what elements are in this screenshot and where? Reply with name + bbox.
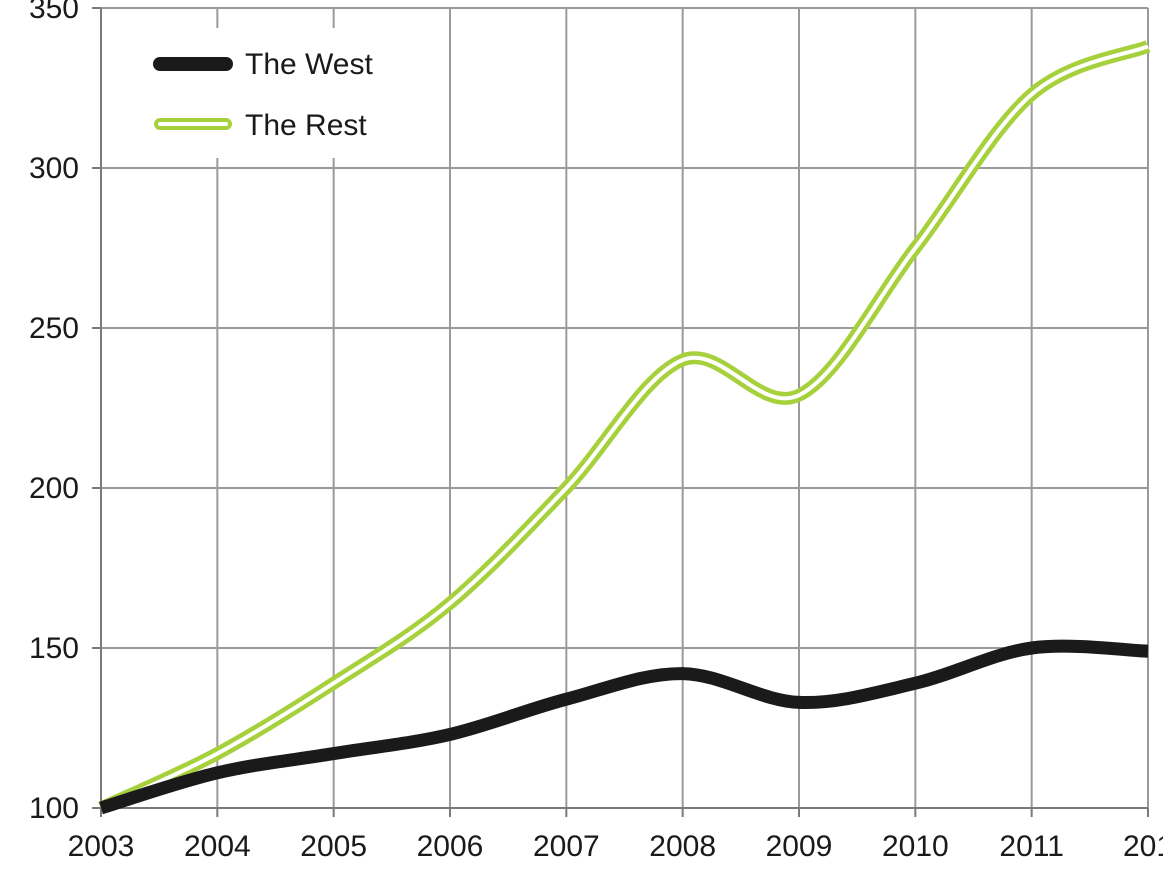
x-tick-label-2008: 2008 (649, 830, 716, 863)
legend-item-the-rest: The Rest (154, 109, 367, 142)
series-line-the-rest-inner (100, 44, 1149, 810)
x-tick-label-2004: 2004 (184, 830, 251, 863)
y-tick-label-250: 250 (29, 312, 79, 345)
x-tick-label-2006: 2006 (417, 830, 484, 863)
legend-background (138, 28, 408, 158)
series-line-the-rest-outer (98, 40, 1151, 814)
x-tick-label-2005: 2005 (300, 830, 367, 863)
y-tick-label-100: 100 (29, 792, 79, 825)
legend: The West The Rest (138, 28, 408, 158)
axes (92, 7, 1149, 817)
y-tick-labels: 100 150 200 250 300 350 (29, 0, 79, 825)
series-lines (98, 40, 1151, 815)
series-line-the-west (99, 639, 1149, 815)
x-tick-labels: 2003 2004 2005 2006 2007 2008 2009 2010 2011 201 (68, 830, 1163, 863)
x-tick-label-2011: 2011 (999, 830, 1064, 863)
y-tick-label-200: 200 (29, 472, 79, 505)
x-tick-label-2007: 2007 (533, 830, 600, 863)
x-tick-label-2003: 2003 (68, 830, 135, 863)
y-tick-label-350: 350 (29, 0, 79, 25)
x-tick-label-2012: 201 (1123, 830, 1163, 863)
x-tick-label-2009: 2009 (766, 830, 833, 863)
x-tick-label-2010: 2010 (882, 830, 949, 863)
legend-item-the-west: The West (153, 48, 373, 81)
legend-label-the-rest: The Rest (245, 109, 367, 142)
legend-label-the-west: The West (245, 48, 373, 81)
y-tick-label-300: 300 (29, 152, 79, 185)
y-tick-label-150: 150 (29, 632, 79, 665)
